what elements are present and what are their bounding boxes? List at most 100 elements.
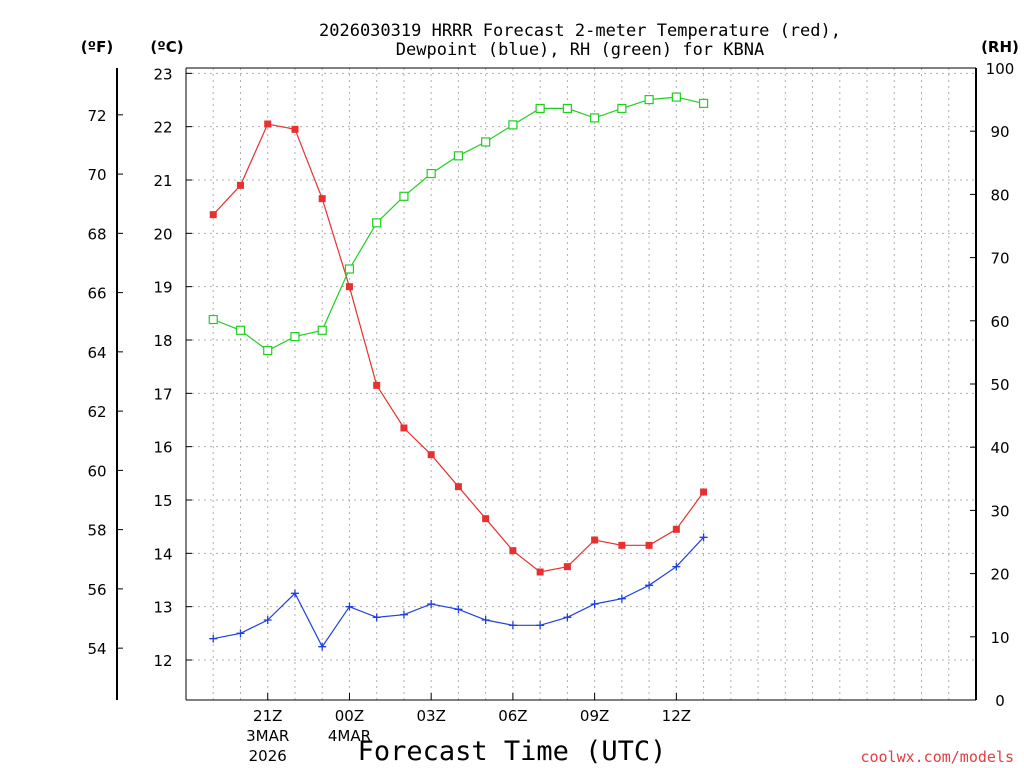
rh-axis-ticks: 0 10 20 30 40 50 60 70 80 90 100 xyxy=(970,60,1014,710)
rh-series xyxy=(208,92,709,356)
dewpoint-point-13 xyxy=(563,613,572,622)
dewpoint-series xyxy=(209,533,708,651)
rh-tick-label-40: 40 xyxy=(990,439,1009,457)
x-tick-year-21Z: 2026 xyxy=(249,747,287,765)
f-tick-label-60: 60 xyxy=(87,462,106,480)
temperature-point-9 xyxy=(454,483,462,491)
temperature-point-5 xyxy=(345,283,353,291)
rh-point-7 xyxy=(399,191,409,201)
dewpoint-point-17 xyxy=(672,562,681,571)
temperature-series xyxy=(209,120,708,576)
dewpoint-point-2 xyxy=(263,616,272,624)
c-tick-label-15: 15 xyxy=(153,492,172,510)
rh-point-13 xyxy=(562,103,572,114)
x-tick-label-09Z: 09Z xyxy=(580,707,609,725)
unit-label-rh: (RH) xyxy=(981,38,1019,56)
rh-point-12 xyxy=(535,103,545,114)
celsius-axis-ticks: 12 13 14 15 16 17 18 19 20 21 22 23 xyxy=(153,65,192,670)
f-tick-label-62: 62 xyxy=(87,403,106,421)
f-tick-label-68: 68 xyxy=(87,225,106,243)
rh-point-5 xyxy=(344,264,355,274)
rh-tick-label-10: 10 xyxy=(990,629,1009,647)
c-tick-label-13: 13 xyxy=(153,599,172,617)
c-tick-label-20: 20 xyxy=(153,225,172,243)
temperature-point-2 xyxy=(264,120,272,128)
f-tick-label-72: 72 xyxy=(87,107,106,125)
dewpoint-point-6 xyxy=(372,613,381,622)
dewpoint-point-0 xyxy=(209,634,218,643)
rh-tick-label-30: 30 xyxy=(990,502,1009,520)
c-tick-label-21: 21 xyxy=(153,172,172,190)
data-series xyxy=(208,92,709,651)
dewpoint-point-5 xyxy=(345,602,354,611)
c-tick-label-16: 16 xyxy=(153,439,172,457)
temperature-point-7 xyxy=(400,424,408,432)
x-tick-label-12Z: 12Z xyxy=(662,707,691,725)
dewpoint-point-4 xyxy=(318,642,327,651)
fahrenheit-axis-ticks: 54 56 58 60 62 64 66 68 70 72 xyxy=(87,107,123,658)
x-axis-label: Forecast Time (UTC) xyxy=(358,736,667,767)
rh-point-11 xyxy=(508,120,518,130)
time-axis-ticks: 21Z 3MAR 2026 00Z 4MAR 03Z 06Z 09Z 12Z xyxy=(246,693,691,765)
dewpoint-point-14 xyxy=(590,600,599,608)
c-tick-label-14: 14 xyxy=(153,545,172,563)
rh-tick-label-70: 70 xyxy=(990,250,1009,268)
unit-label-celsius: (ºC) xyxy=(150,38,183,56)
temperature-point-12 xyxy=(536,568,544,576)
temperature-point-14 xyxy=(591,536,599,544)
rh-tick-label-80: 80 xyxy=(990,186,1009,204)
dewpoint-point-7 xyxy=(399,610,408,619)
temperature-point-13 xyxy=(563,563,571,571)
rh-point-0 xyxy=(208,314,218,325)
rh-point-17 xyxy=(671,92,681,102)
rh-point-9 xyxy=(453,151,464,161)
rh-point-6 xyxy=(372,218,382,228)
temperature-point-4 xyxy=(318,195,326,203)
rh-point-18 xyxy=(698,98,709,108)
f-tick-label-54: 54 xyxy=(87,640,106,658)
rh-point-2 xyxy=(263,345,273,356)
x-tick-label-21Z: 21Z xyxy=(253,707,282,725)
temperature-point-18 xyxy=(700,488,708,496)
temperature-point-8 xyxy=(427,451,435,459)
rh-tick-label-50: 50 xyxy=(990,376,1009,394)
c-tick-label-18: 18 xyxy=(153,332,172,350)
rh-point-1 xyxy=(235,325,246,335)
f-tick-label-56: 56 xyxy=(87,581,106,599)
x-tick-date-21Z: 3MAR xyxy=(246,727,289,745)
f-tick-label-70: 70 xyxy=(87,166,106,184)
dewpoint-point-8 xyxy=(427,600,436,608)
temperature-point-0 xyxy=(209,211,217,219)
dewpoint-point-12 xyxy=(536,621,545,630)
temperature-point-3 xyxy=(291,125,299,133)
rh-point-10 xyxy=(481,137,491,147)
chart-title-line2: Dewpoint (blue), RH (green) for KBNA xyxy=(396,40,764,60)
temperature-point-16 xyxy=(645,541,653,549)
rh-point-3 xyxy=(290,332,300,342)
dewpoint-point-15 xyxy=(617,594,626,603)
temperature-point-1 xyxy=(236,181,244,189)
rh-point-15 xyxy=(617,103,627,114)
rh-point-8 xyxy=(426,168,436,179)
dewpoint-point-9 xyxy=(454,605,463,614)
dewpoint-point-10 xyxy=(481,616,490,624)
rh-tick-label-0: 0 xyxy=(995,692,1005,710)
c-tick-label-12: 12 xyxy=(153,652,172,670)
dewpoint-point-16 xyxy=(645,581,654,590)
c-tick-label-22: 22 xyxy=(153,119,172,137)
rh-point-4 xyxy=(317,325,327,335)
credit-text: coolwx.com/models xyxy=(860,748,1014,766)
x-tick-date-00Z: 4MAR xyxy=(328,727,371,745)
dewpoint-point-18 xyxy=(699,533,708,542)
rh-tick-label-20: 20 xyxy=(990,566,1009,584)
c-tick-label-23: 23 xyxy=(153,65,172,83)
dewpoint-point-3 xyxy=(290,589,299,598)
f-tick-label-66: 66 xyxy=(87,285,106,303)
chart-title-line1: 2026030319 HRRR Forecast 2-meter Tempera… xyxy=(319,21,841,41)
f-tick-label-64: 64 xyxy=(87,344,106,362)
temperature-point-10 xyxy=(482,515,490,523)
rh-tick-label-60: 60 xyxy=(990,313,1009,331)
temperature-point-11 xyxy=(509,547,517,555)
rh-tick-label-100: 100 xyxy=(986,60,1015,78)
